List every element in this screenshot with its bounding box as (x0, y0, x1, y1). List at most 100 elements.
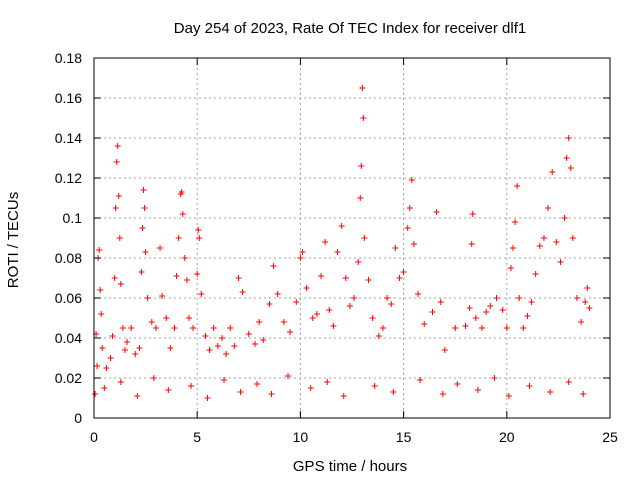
data-point (140, 187, 147, 193)
data-point (582, 299, 589, 305)
data-point (121, 347, 128, 353)
data-point (379, 325, 386, 331)
data-point (157, 245, 164, 251)
data-point (536, 243, 543, 249)
data-point (96, 247, 103, 253)
data-point (540, 235, 547, 241)
grid-lines (94, 58, 610, 418)
data-point (545, 205, 552, 211)
data-point (324, 379, 331, 385)
data-point (520, 325, 527, 331)
data-point (526, 383, 533, 389)
data-point (124, 339, 131, 345)
tick-labels: 0 0.02 0.04 0.06 0.08 0.1 0.12 0.14 0.16 0.18 0 5 10… (55, 50, 618, 445)
data-point (293, 299, 300, 305)
data-point (340, 393, 347, 399)
data-point (195, 227, 202, 233)
data-point (359, 85, 366, 91)
y-tick-label: 0.18 (55, 50, 82, 66)
data-point (239, 289, 246, 295)
data-point (307, 385, 314, 391)
plot-frame (93, 57, 611, 419)
data-point (109, 333, 116, 339)
data-point (528, 299, 535, 305)
data-point (493, 295, 500, 301)
data-point (178, 189, 185, 195)
data-point (371, 383, 378, 389)
data-point (326, 307, 333, 313)
data-point (491, 375, 498, 381)
data-point (227, 325, 234, 331)
y-tick-label: 0.1 (63, 210, 83, 226)
data-point (417, 377, 424, 383)
data-point (334, 249, 341, 255)
data-point (514, 183, 521, 189)
data-point (103, 365, 110, 371)
data-point (287, 329, 294, 335)
data-point (396, 275, 403, 281)
data-point (138, 269, 145, 275)
data-point (357, 195, 364, 201)
data-point (361, 235, 368, 241)
data-point (439, 391, 446, 397)
data-point (318, 273, 325, 279)
data-point (221, 377, 228, 383)
data-point (198, 291, 205, 297)
data-point (433, 209, 440, 215)
x-tick-label: 5 (193, 429, 201, 445)
data-point (297, 255, 304, 261)
data-point (573, 295, 580, 301)
data-point (404, 225, 411, 231)
data-point (584, 285, 591, 291)
data-point (97, 287, 104, 293)
data-point (547, 389, 554, 395)
data-point (454, 381, 461, 387)
data-point (101, 385, 108, 391)
data-point (466, 305, 473, 311)
y-tick-label: 0.08 (55, 250, 82, 266)
data-point (351, 295, 358, 301)
data-point (171, 325, 178, 331)
data-point (196, 235, 203, 241)
data-point (586, 305, 593, 311)
data-point (266, 301, 273, 307)
x-tick-label: 15 (396, 429, 412, 445)
x-axis-title: GPS time / hours (293, 458, 407, 475)
data-point (358, 163, 365, 169)
data-point (360, 115, 367, 121)
data-point (342, 275, 349, 281)
data-point (223, 351, 230, 357)
data-point (159, 293, 166, 299)
data-point (524, 313, 531, 319)
data-point (112, 205, 119, 211)
data-point (338, 223, 345, 229)
data-point (202, 333, 209, 339)
chart-title: Day 254 of 2023, Rate Of TEC Index for r… (174, 20, 526, 37)
data-point (474, 387, 481, 393)
data-point (99, 345, 106, 351)
data-point (569, 235, 576, 241)
data-point (509, 245, 516, 251)
data-point (346, 303, 353, 309)
data-point (553, 239, 560, 245)
x-tick-label: 10 (293, 429, 309, 445)
data-point (303, 285, 310, 291)
data-point (111, 275, 118, 281)
data-point (148, 319, 155, 325)
data-point (549, 169, 556, 175)
data-point (119, 325, 126, 331)
data-point (150, 375, 157, 381)
data-point (452, 325, 459, 331)
data-point (181, 255, 188, 261)
data-point (107, 355, 114, 361)
data-point (330, 323, 337, 329)
data-point (98, 311, 105, 317)
data-point (462, 323, 469, 329)
data-point (429, 309, 436, 315)
data-point (384, 295, 391, 301)
y-axis-title: ROTI / TECUs (5, 192, 22, 288)
data-point (144, 295, 151, 301)
